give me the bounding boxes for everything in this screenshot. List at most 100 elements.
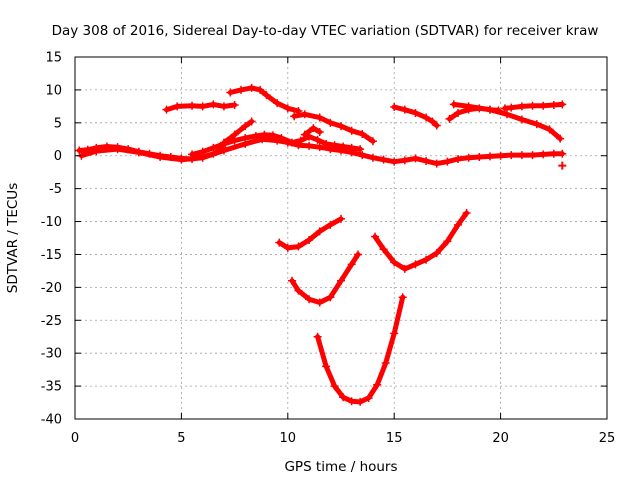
data-point xyxy=(326,220,335,229)
data-point xyxy=(443,157,452,166)
x-axis-label: GPS time / hours xyxy=(284,459,397,475)
data-point xyxy=(251,131,260,140)
data-point xyxy=(315,298,324,307)
data-point xyxy=(337,276,345,285)
data-point xyxy=(209,100,218,109)
data-point xyxy=(290,112,299,121)
data-point xyxy=(283,104,292,113)
data-point xyxy=(305,141,314,150)
y-tick-label: 0 xyxy=(54,149,62,164)
data-point xyxy=(347,126,356,135)
data-point xyxy=(162,105,171,114)
data-point xyxy=(260,130,269,139)
data-point xyxy=(305,295,314,304)
data-point xyxy=(288,276,297,285)
series-line-prn-k xyxy=(221,119,255,146)
data-point xyxy=(485,152,494,161)
y-tick-label: 15 xyxy=(45,51,62,66)
data-point xyxy=(315,227,324,236)
data-point xyxy=(294,242,303,251)
data-point xyxy=(422,255,431,264)
data-point xyxy=(532,120,541,129)
data-point xyxy=(315,128,324,137)
data-point xyxy=(398,293,407,302)
data-point xyxy=(358,130,367,139)
data-point xyxy=(454,220,463,229)
data-point xyxy=(315,143,324,152)
data-point xyxy=(539,150,548,159)
data-point xyxy=(445,114,454,123)
data-point xyxy=(256,85,265,94)
data-point xyxy=(368,153,377,162)
grid-layer xyxy=(75,57,607,419)
data-point xyxy=(422,113,431,122)
isolated-point xyxy=(558,161,567,170)
data-point xyxy=(219,138,228,147)
data-point xyxy=(411,154,420,163)
data-point xyxy=(379,245,388,254)
data-point xyxy=(337,214,345,223)
tick-layer: 0 5 10 15 20 25 15 10 5 0 -5 -10 -15 -20 -25 -30 -35 -40 xyxy=(41,51,616,447)
data-point xyxy=(288,138,297,147)
data-point xyxy=(422,156,431,165)
data-point xyxy=(400,156,409,165)
data-point xyxy=(462,208,471,217)
data-point xyxy=(556,134,565,143)
data-point xyxy=(300,130,309,139)
data-point xyxy=(75,146,84,155)
data-point xyxy=(113,145,122,154)
data-point xyxy=(364,393,373,402)
data-point xyxy=(390,329,399,338)
data-point xyxy=(358,151,367,160)
x-tick-label: 15 xyxy=(386,431,403,446)
series-layer xyxy=(75,83,567,406)
data-point xyxy=(339,142,348,151)
data-point xyxy=(283,243,292,252)
data-point xyxy=(326,293,335,302)
data-point xyxy=(368,137,377,146)
data-point xyxy=(517,102,526,111)
data-point xyxy=(549,101,558,110)
x-tick-label: 0 xyxy=(71,431,79,446)
data-point xyxy=(330,141,339,150)
data-point xyxy=(247,117,256,126)
plot-frame xyxy=(74,56,608,420)
y-tick-label: -20 xyxy=(41,281,62,296)
data-point xyxy=(381,359,390,368)
data-point xyxy=(517,115,526,124)
data-point xyxy=(262,91,271,100)
data-point xyxy=(322,139,331,148)
data-point xyxy=(464,153,473,162)
data-point xyxy=(400,105,409,114)
data-point xyxy=(134,148,143,157)
data-point xyxy=(496,151,505,160)
data-point xyxy=(277,133,286,142)
data-point xyxy=(558,149,567,158)
data-point xyxy=(326,118,335,127)
data-point xyxy=(356,145,365,154)
data-point xyxy=(230,130,239,139)
y-tick-label: -5 xyxy=(49,182,62,197)
data-point xyxy=(432,159,441,168)
series-line-prn-m xyxy=(276,216,344,251)
data-point xyxy=(400,264,409,273)
data-point xyxy=(322,362,331,371)
y-tick-label: -15 xyxy=(41,248,62,263)
data-point xyxy=(528,151,537,160)
data-point xyxy=(339,393,348,402)
data-point xyxy=(517,151,526,160)
data-point xyxy=(545,125,554,134)
data-point xyxy=(247,83,256,92)
series-line-prn-n xyxy=(289,252,361,305)
data-point xyxy=(294,286,303,295)
data-point xyxy=(230,101,239,110)
data-point xyxy=(528,101,537,110)
chart-title: Day 308 of 2016, Sidereal Day-to-day VTE… xyxy=(52,23,599,39)
y-axis-label: SDTVAR / TECUs xyxy=(5,183,21,293)
y-tick-label: 10 xyxy=(45,83,62,98)
data-point xyxy=(198,147,207,156)
y-tick-label: -35 xyxy=(41,380,62,395)
data-point xyxy=(411,108,420,117)
data-point xyxy=(300,110,309,119)
data-point xyxy=(390,157,399,166)
